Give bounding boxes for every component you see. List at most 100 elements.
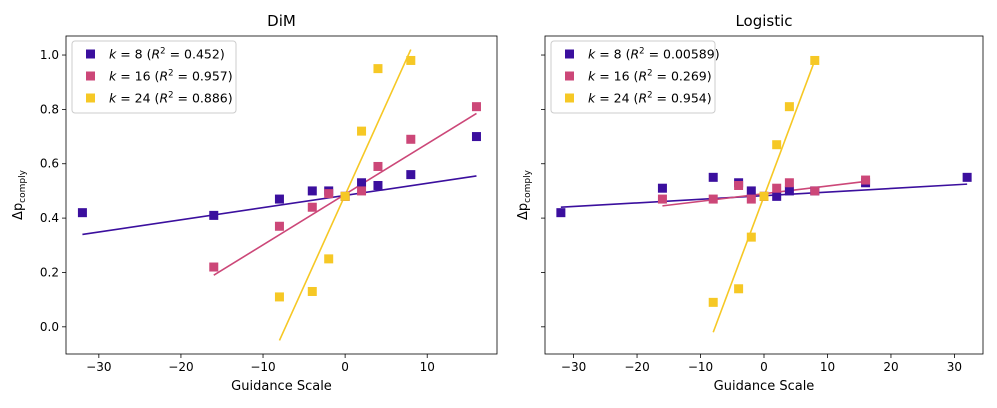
data-point-k24 (274, 292, 284, 302)
legend-eq2: = (166, 47, 184, 62)
data-point-k8 (746, 186, 756, 196)
x-tick-label: 30 (947, 360, 962, 374)
legend-eq2: = (653, 69, 671, 84)
data-point-k16 (810, 186, 820, 196)
legend-eq2: = (174, 69, 192, 84)
data-point-k16 (471, 102, 481, 112)
legend-r-exponent: 2 (639, 47, 644, 57)
data-point-k16 (307, 202, 317, 212)
data-point-k8 (307, 186, 317, 196)
x-tick-label: −10 (688, 360, 713, 374)
x-tick-label: −30 (561, 360, 586, 374)
axes-frame (65, 35, 498, 355)
data-point-k8 (209, 210, 219, 220)
legend-marker-k16 (86, 71, 95, 81)
legend-k-value: 16 (614, 69, 630, 84)
legend: k = 8 (R2 = 0.452)k = 16 (R2 = 0.957)k =… (71, 40, 237, 114)
legend-k-value: 8 (135, 47, 143, 62)
legend-marker-k8 (86, 49, 95, 59)
chart-title: DiM (267, 12, 296, 30)
data-point-k24 (772, 140, 782, 150)
x-tick-label: −30 (86, 360, 111, 374)
x-tick-label: 0 (341, 360, 349, 374)
legend-k-symbol: k (109, 91, 117, 106)
data-point-k8 (373, 180, 383, 190)
legend-eq: = (116, 69, 134, 84)
x-tick-label: −20 (168, 360, 193, 374)
legend-close-paren: ) (228, 91, 233, 106)
data-point-k8 (274, 194, 284, 204)
legend-eq: = (595, 69, 613, 84)
legend-eq: = (595, 91, 613, 106)
data-point-k16 (784, 178, 794, 188)
legend-open-paren: ( (151, 69, 160, 84)
data-point-k24 (759, 191, 769, 201)
legend-r-symbol: R (151, 47, 160, 62)
data-point-k24 (340, 191, 350, 201)
data-point-k16 (373, 161, 383, 171)
legend-marker-k24 (565, 93, 574, 103)
legend-k-symbol: k (588, 69, 596, 84)
x-tick-label: 10 (820, 360, 835, 374)
legend-close-paren: ) (220, 47, 225, 62)
legend-eq: = (116, 47, 134, 62)
legend-k-symbol: k (109, 69, 117, 84)
data-point-k16 (406, 134, 416, 144)
data-point-k16 (657, 194, 667, 204)
legend-open-paren: ( (143, 47, 152, 62)
data-point-k16 (324, 189, 334, 199)
legend-eq: = (595, 47, 613, 62)
legend-eq2: = (645, 47, 663, 62)
data-point-k24 (784, 102, 794, 112)
data-point-k8 (657, 183, 667, 193)
data-point-k16 (734, 180, 744, 190)
legend-marker-k16 (565, 71, 574, 81)
data-point-k8 (772, 191, 782, 201)
data-point-k8 (77, 208, 87, 218)
y-axis-label: Δpcomply (516, 169, 533, 220)
legend-r2-value: 0.954 (671, 91, 707, 106)
data-point-k16 (746, 194, 756, 204)
y-tick-label: 0.2 (40, 265, 59, 279)
data-point-k24 (307, 286, 317, 296)
y-tick-label: 0.0 (40, 320, 59, 334)
legend-close-paren: ) (707, 69, 712, 84)
data-point-k16 (274, 221, 284, 231)
y-axis-label: Δpcomply (11, 169, 28, 220)
legend-label-k8: k = 8 (R2 = 0.452) (109, 47, 225, 62)
x-axis-label: Guidance Scale (714, 379, 815, 394)
data-point-k8 (357, 178, 367, 188)
legend-r-symbol: R (638, 91, 647, 106)
legend-k-symbol: k (588, 91, 596, 106)
data-point-k8 (962, 172, 972, 182)
legend-k-symbol: k (588, 47, 596, 62)
x-tick-label: 10 (420, 360, 435, 374)
axes-frame (544, 35, 984, 355)
data-point-k8 (471, 132, 481, 142)
legend-close-paren: ) (228, 69, 233, 84)
legend-r-exponent: 2 (160, 47, 165, 57)
legend-r2-value: 0.00589 (663, 47, 715, 62)
data-point-k8 (406, 170, 416, 180)
legend-r2-value: 0.957 (192, 69, 228, 84)
data-point-k16 (772, 183, 782, 193)
y-axis-label-main: Δp (516, 203, 531, 220)
legend-box (550, 40, 716, 114)
x-axis-label: Guidance Scale (231, 379, 332, 394)
plot-area (77, 49, 481, 341)
data-point-k24 (810, 55, 820, 65)
x-tick-label: −10 (250, 360, 275, 374)
legend-r-symbol: R (638, 69, 647, 84)
data-point-k16 (209, 262, 219, 272)
legend-r-exponent: 2 (168, 69, 173, 79)
data-point-k16 (357, 186, 367, 196)
legend-eq2: = (653, 91, 671, 106)
y-tick-label: 0.4 (40, 211, 59, 225)
y-tick-label: 0.8 (40, 102, 59, 116)
legend-k-value: 8 (614, 47, 622, 62)
data-point-k8 (784, 186, 794, 196)
legend-marker-k24 (86, 93, 95, 103)
data-point-k8 (556, 208, 566, 218)
data-point-k8 (708, 172, 718, 182)
